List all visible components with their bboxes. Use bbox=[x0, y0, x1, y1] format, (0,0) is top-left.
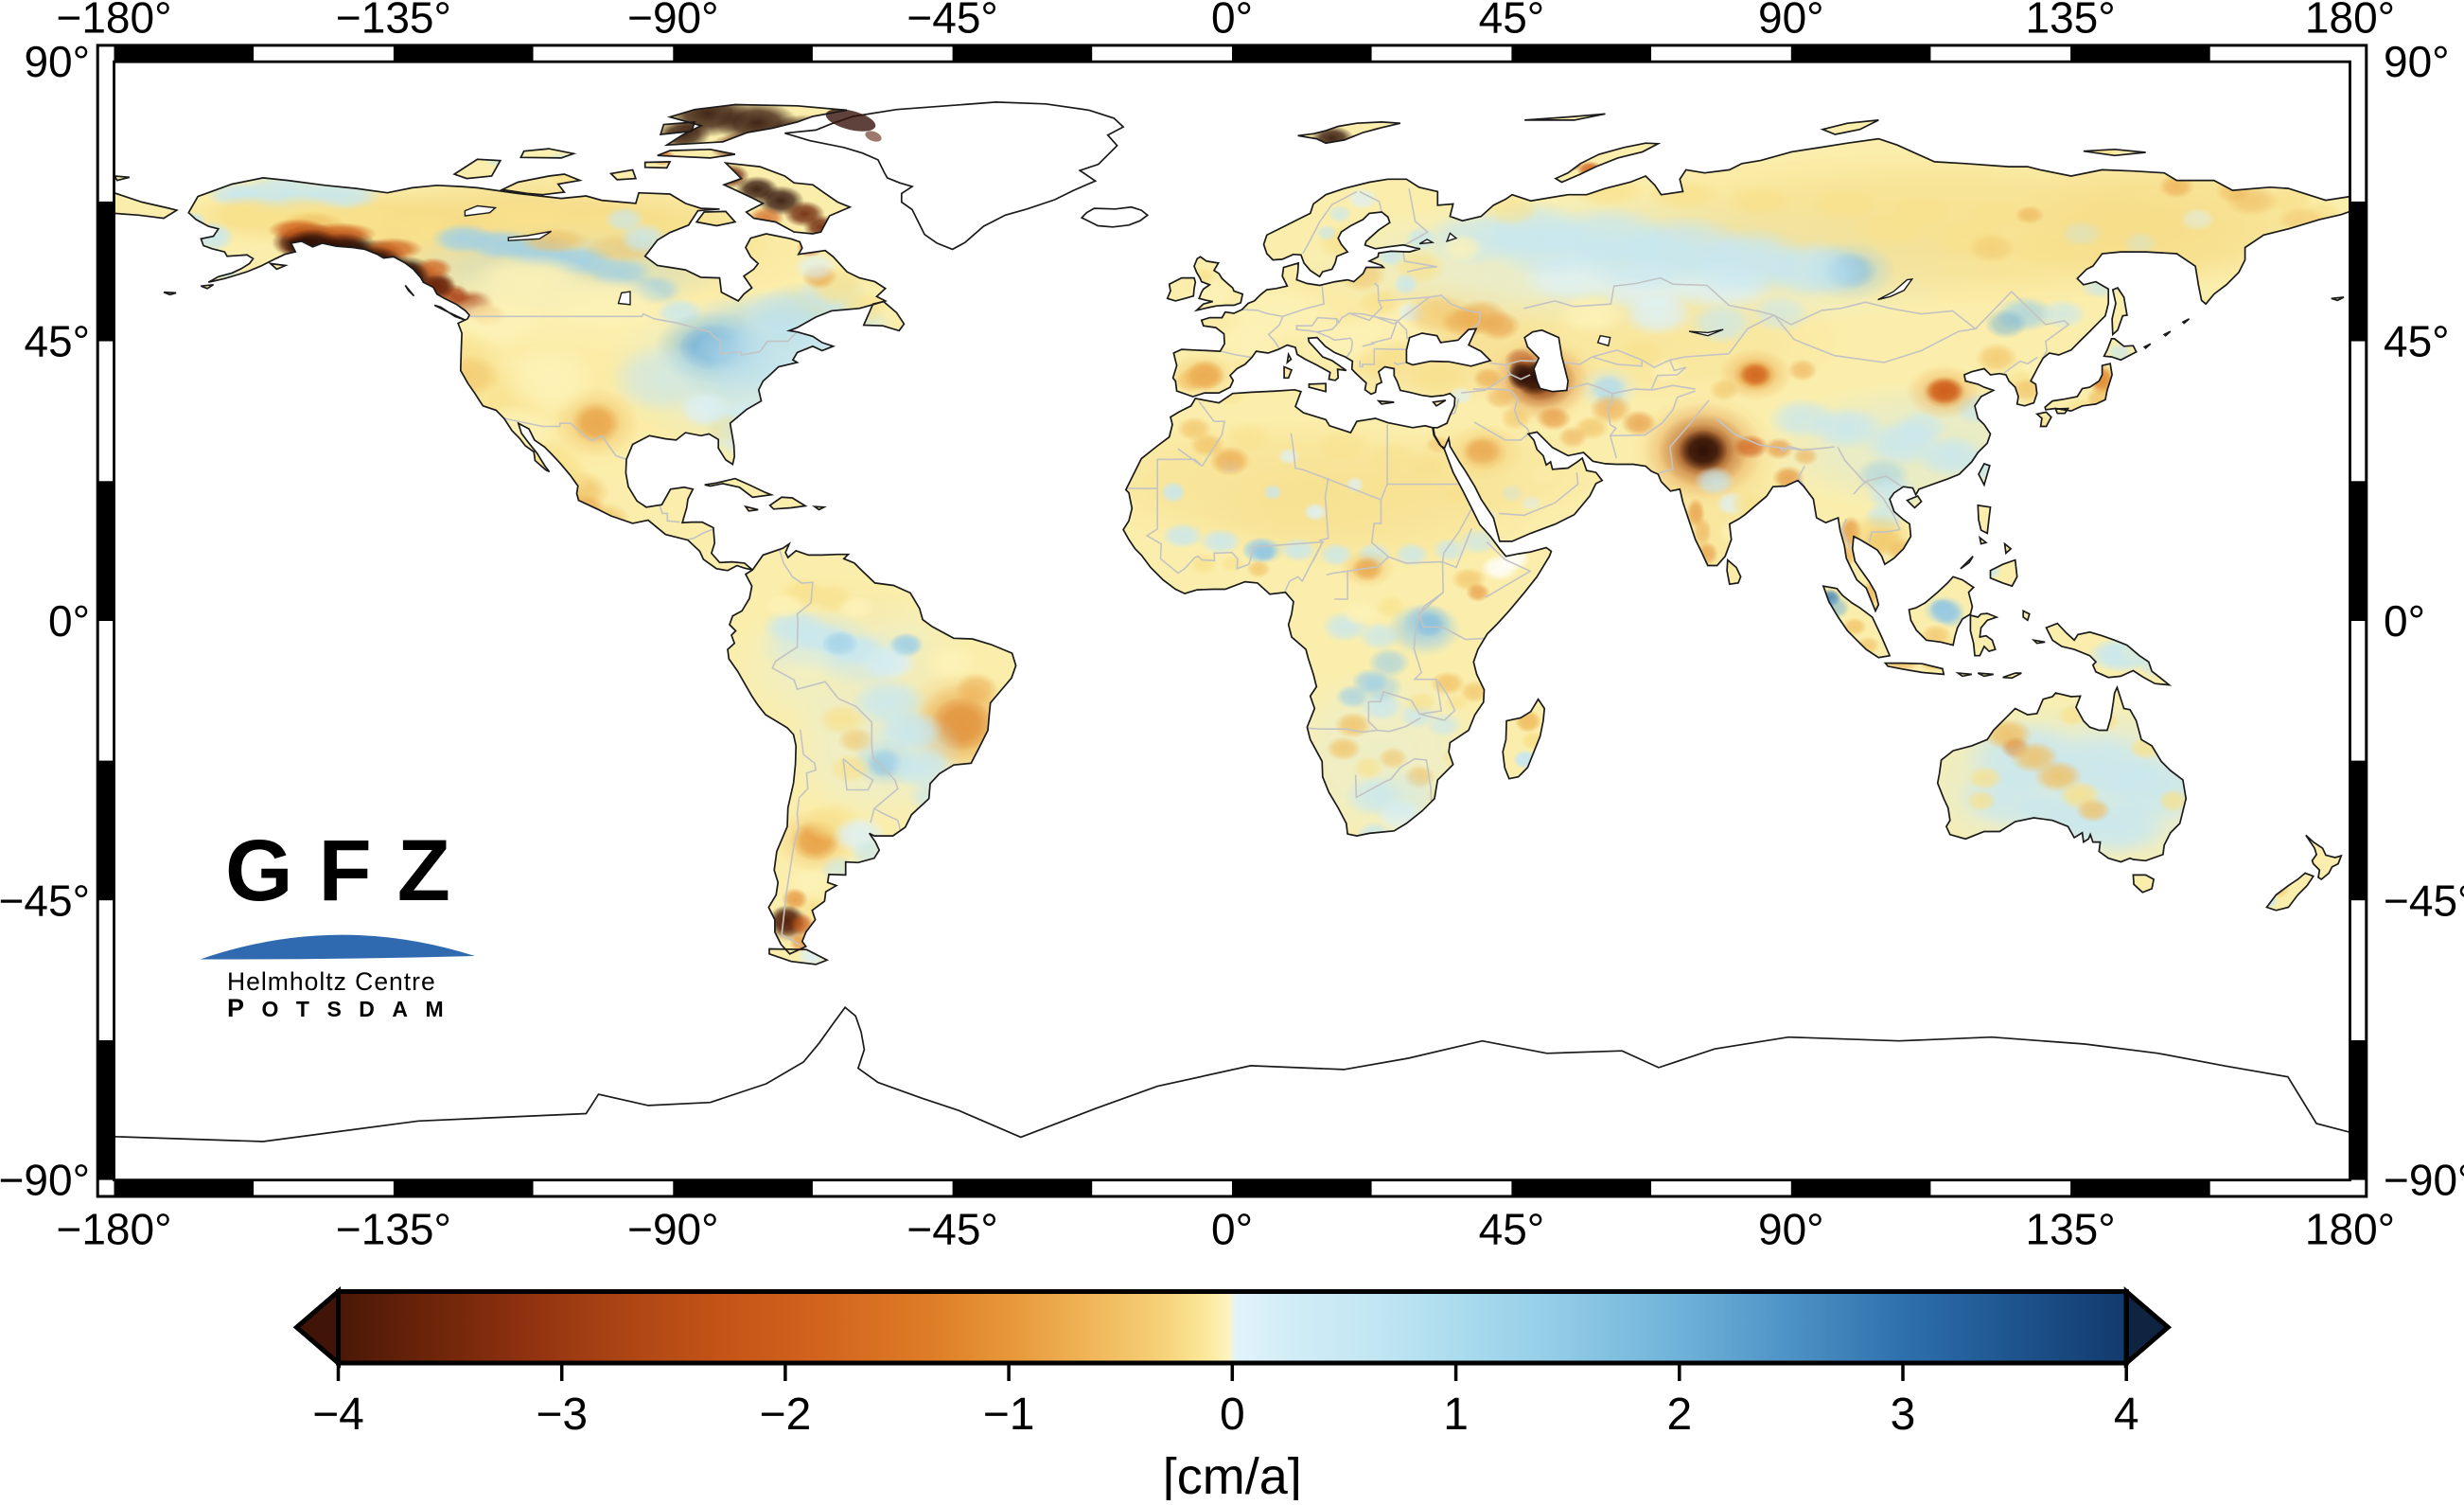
svg-text:−45°: −45° bbox=[906, 0, 997, 43]
svg-text:180°: 180° bbox=[2305, 0, 2395, 43]
svg-text:0°: 0° bbox=[2384, 596, 2425, 646]
svg-text:−2: −2 bbox=[760, 1390, 812, 1440]
svg-text:90°: 90° bbox=[24, 37, 90, 86]
svg-text:90°: 90° bbox=[1758, 0, 1824, 43]
svg-text:Helmholtz Centre: Helmholtz Centre bbox=[227, 967, 436, 996]
svg-text:135°: 135° bbox=[2026, 0, 2116, 43]
svg-text:135°: 135° bbox=[2026, 1205, 2116, 1254]
svg-text:0: 0 bbox=[1220, 1390, 1245, 1440]
svg-text:GFZ: GFZ bbox=[225, 823, 476, 919]
svg-text:−45°: −45° bbox=[906, 1205, 997, 1254]
svg-text:3: 3 bbox=[1891, 1390, 1916, 1440]
svg-text:2: 2 bbox=[1666, 1390, 1692, 1440]
svg-text:45°: 45° bbox=[2384, 317, 2450, 366]
svg-text:0°: 0° bbox=[1211, 1205, 1253, 1254]
svg-text:−90°: −90° bbox=[0, 1156, 90, 1205]
svg-text:180°: 180° bbox=[2305, 1205, 2395, 1254]
svg-text:−180°: −180° bbox=[56, 0, 171, 43]
svg-text:−135°: −135° bbox=[336, 1205, 451, 1254]
svg-text:−180°: −180° bbox=[56, 1205, 171, 1254]
svg-text:0°: 0° bbox=[1211, 0, 1253, 43]
svg-text:−1: −1 bbox=[983, 1390, 1035, 1440]
svg-text:−45°: −45° bbox=[0, 876, 90, 925]
svg-text:−3: −3 bbox=[536, 1390, 588, 1440]
svg-text:[cm/a]: [cm/a] bbox=[1163, 1448, 1302, 1500]
svg-text:4: 4 bbox=[2114, 1390, 2139, 1440]
svg-text:0°: 0° bbox=[48, 596, 90, 646]
svg-text:45°: 45° bbox=[1479, 1205, 1545, 1254]
svg-text:1: 1 bbox=[1443, 1390, 1469, 1440]
svg-text:90°: 90° bbox=[1758, 1205, 1824, 1254]
svg-text:−45°: −45° bbox=[2384, 876, 2464, 925]
svg-text:−4: −4 bbox=[312, 1390, 364, 1440]
svg-text:90°: 90° bbox=[2384, 37, 2450, 86]
svg-text:−90°: −90° bbox=[2384, 1156, 2464, 1205]
svg-text:−90°: −90° bbox=[627, 1205, 718, 1254]
svg-text:−135°: −135° bbox=[336, 0, 451, 43]
svg-text:−90°: −90° bbox=[627, 0, 718, 43]
svg-text:POTSDAM: POTSDAM bbox=[227, 994, 461, 1022]
svg-text:45°: 45° bbox=[1479, 0, 1545, 43]
svg-text:45°: 45° bbox=[24, 317, 90, 366]
